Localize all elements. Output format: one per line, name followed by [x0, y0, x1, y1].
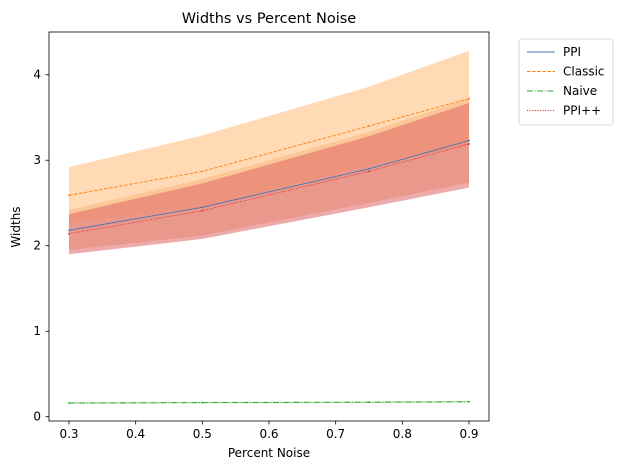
y-tick-label: 3: [33, 153, 41, 167]
y-tick-label: 2: [33, 239, 41, 253]
data-point-naive: [68, 402, 70, 404]
data-point-ppi-: [368, 170, 370, 173]
legend-label-ppi-: PPI++: [563, 104, 601, 118]
x-tick-label: 0.8: [393, 427, 412, 441]
data-point-ppi: [468, 139, 470, 142]
x-axis-label: Percent Noise: [228, 446, 310, 460]
series-line-ppi: [68, 140, 470, 231]
data-point-ppi-: [468, 143, 470, 145]
y-tick-label: 1: [33, 324, 41, 338]
series-line-ppi-: [68, 143, 470, 235]
plot-area: [48, 31, 490, 422]
y-axis-label: Widths: [9, 206, 23, 247]
y-tick-label: 4: [33, 68, 41, 82]
series-line-naive: [68, 401, 470, 404]
series-line-classic: [68, 98, 470, 196]
x-tick-label: 0.6: [259, 427, 278, 441]
chart-title: Widths vs Percent Noise: [182, 11, 357, 27]
x-tick-label: 0.4: [126, 427, 145, 441]
data-point-classic: [468, 97, 470, 100]
y-tick-label: 0: [33, 410, 41, 424]
band-classic: [69, 50, 469, 223]
data-point-naive: [468, 400, 470, 403]
legend-label-classic: Classic: [563, 65, 605, 79]
data-point-ppi: [201, 206, 204, 209]
legend-label-ppi: PPI: [563, 45, 581, 59]
data-point-naive: [201, 401, 204, 404]
data-point-ppi-: [68, 232, 70, 235]
data-point-classic: [201, 170, 204, 173]
data-point-naive: [368, 401, 370, 404]
x-tick-label: 0.3: [59, 427, 78, 441]
x-tick-label: 0.9: [459, 427, 478, 441]
legend: PPI Classic Naive PPI++: [518, 38, 614, 126]
legend-frame: [518, 38, 614, 126]
x-tick-label: 0.7: [326, 427, 345, 441]
x-axis: 0.3 0.4 0.5 0.6 0.7 0.8 0.9: [59, 421, 479, 441]
x-tick-label: 0.5: [193, 427, 212, 441]
legend-label-naive: Naive: [563, 84, 597, 98]
data-point-ppi: [68, 229, 70, 232]
data-point-classic: [68, 194, 70, 197]
data-point-ppi-: [201, 209, 204, 212]
data-point-ppi: [368, 167, 370, 170]
data-point-classic: [368, 125, 370, 127]
y-axis: 0 1 2 3 4: [33, 68, 49, 424]
